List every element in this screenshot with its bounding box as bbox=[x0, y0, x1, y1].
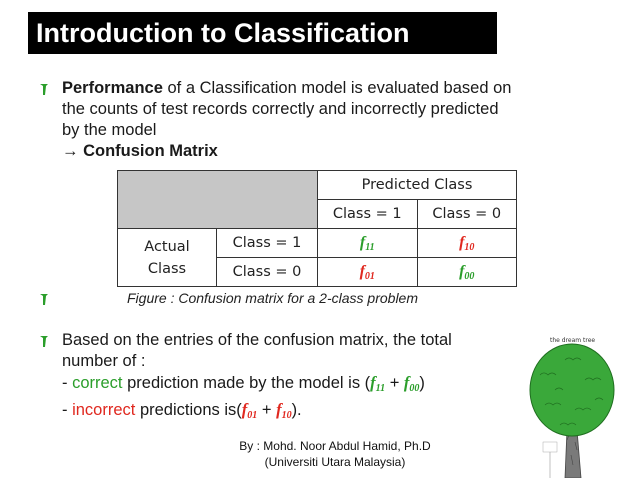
cell-f11: f11 bbox=[317, 228, 418, 258]
correct-f11-sub: 11 bbox=[375, 383, 386, 394]
correct-plus: + bbox=[385, 374, 404, 392]
incorrect-f01-sub: 01 bbox=[247, 410, 258, 421]
cell-f10-sub: 10 bbox=[464, 241, 475, 253]
cell-f10: f10 bbox=[416, 228, 517, 258]
incorrect-word: incorrect bbox=[72, 401, 136, 419]
correct-f00-sub: 00 bbox=[409, 383, 420, 394]
correct-word: correct bbox=[72, 374, 123, 392]
actual-class-line2: Class bbox=[147, 260, 187, 277]
cell-f01-sub: 01 bbox=[364, 270, 375, 282]
incorrect-f01-base: f bbox=[241, 400, 248, 419]
cell-f00: f00 bbox=[416, 257, 517, 287]
bullet-performance: Performance of a Classification model is… bbox=[62, 78, 622, 162]
bullet-icon bbox=[40, 336, 48, 347]
predicted-class-1-header: Class = 1 bbox=[317, 199, 418, 229]
actual-class-0-header: Class = 0 bbox=[216, 257, 318, 287]
bullet-icon bbox=[40, 294, 48, 305]
cell-f11-base: f bbox=[359, 233, 366, 251]
confusion-matrix-table: Predicted Class Class = 1 Class = 0 Actu… bbox=[117, 170, 517, 287]
author-line: By : Mohd. Noor Abdul Hamid, Ph.D bbox=[239, 439, 431, 453]
entries-line-2: number of : bbox=[62, 352, 146, 370]
performance-label: Performance bbox=[62, 79, 163, 97]
correct-line: - correct prediction made by the model i… bbox=[62, 372, 532, 399]
predicted-class-0-header: Class = 0 bbox=[416, 199, 517, 229]
incorrect-f01: f01 bbox=[241, 400, 258, 421]
incorrect-f10-base: f bbox=[276, 400, 282, 419]
cell-f10-base: f bbox=[459, 233, 465, 251]
bullet-entries: Based on the entries of the confusion ma… bbox=[62, 330, 532, 426]
cell-f01-base: f bbox=[359, 262, 365, 280]
incorrect-plus: + bbox=[257, 401, 277, 419]
correct-f00-base: f bbox=[403, 373, 410, 392]
entries-line-1: Based on the entries of the confusion ma… bbox=[62, 331, 452, 349]
correct-f11-base: f bbox=[370, 373, 376, 392]
actual-class-1-header: Class = 1 bbox=[216, 228, 318, 258]
table-corner-cell bbox=[117, 170, 318, 229]
correct-f11: f11 bbox=[370, 373, 386, 394]
bullet-icon bbox=[40, 84, 48, 95]
cell-f00-sub: 00 bbox=[464, 270, 475, 282]
incorrect-close: ). bbox=[291, 401, 302, 419]
performance-text-2: the counts of test records correctly and… bbox=[62, 100, 499, 118]
slide-title: Introduction to Classification bbox=[28, 12, 497, 54]
tree-caption: the dream tree bbox=[550, 337, 595, 344]
incorrect-f10-sub: 10 bbox=[281, 410, 292, 421]
affiliation-line: (Universiti Utara Malaysia) bbox=[264, 455, 406, 469]
performance-text-1: of a Classification model is evaluated b… bbox=[162, 79, 512, 97]
confusion-matrix-label: Confusion Matrix bbox=[83, 142, 218, 160]
incorrect-line: - incorrect predictions is(f01 + f10). bbox=[62, 399, 532, 426]
predicted-class-header: Predicted Class bbox=[317, 170, 517, 200]
correct-rest: prediction made by the model is ( bbox=[122, 374, 371, 392]
correct-prefix: - bbox=[62, 374, 73, 392]
cell-f11-sub: 11 bbox=[365, 241, 375, 253]
cell-f01: f01 bbox=[317, 257, 418, 287]
correct-close: ) bbox=[419, 374, 425, 392]
figure-caption: Figure : Confusion matrix for a 2-class … bbox=[127, 290, 418, 306]
incorrect-prefix: - bbox=[62, 401, 73, 419]
tree-illustration: the dream tree bbox=[529, 337, 615, 478]
incorrect-f10: f10 bbox=[276, 400, 292, 421]
performance-text-3: by the model bbox=[62, 121, 157, 139]
incorrect-rest: predictions is( bbox=[135, 401, 242, 419]
byline: By : Mohd. Noor Abdul Hamid, Ph.D (Unive… bbox=[200, 438, 470, 470]
correct-f00: f00 bbox=[403, 373, 420, 394]
actual-class-line1: Actual bbox=[144, 238, 190, 255]
cell-f00-base: f bbox=[459, 262, 465, 280]
actual-class-header: Actual Class bbox=[117, 228, 217, 287]
arrow-icon: → bbox=[62, 142, 79, 160]
